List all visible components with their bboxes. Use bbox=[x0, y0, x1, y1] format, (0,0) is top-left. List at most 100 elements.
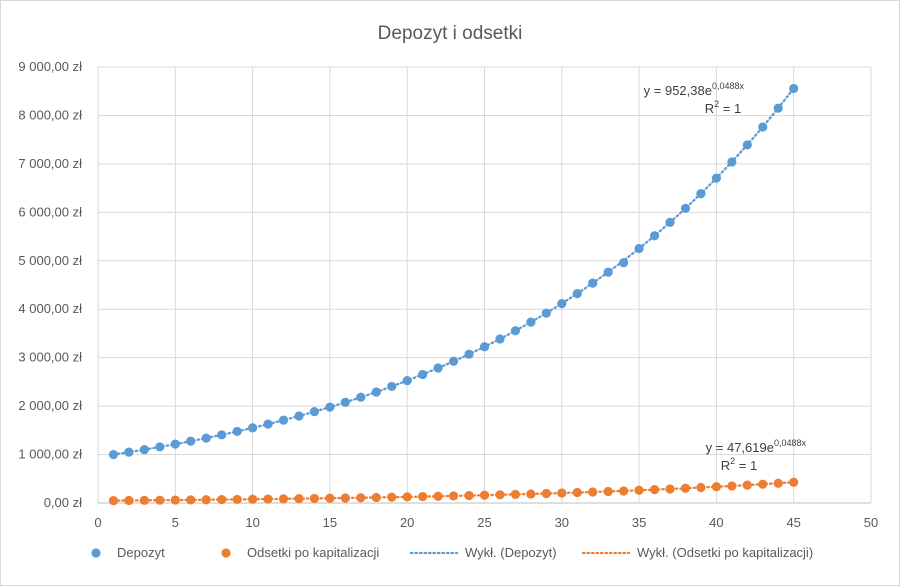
data-point-depozyt[interactable] bbox=[248, 423, 258, 433]
data-point-depozyt[interactable] bbox=[526, 317, 536, 327]
data-point-depozyt[interactable] bbox=[278, 415, 289, 425]
legend-label: Wykł. (Odsetki po kapitalizacji) bbox=[637, 545, 813, 560]
data-point-depozyt[interactable] bbox=[479, 342, 490, 352]
data-point-depozyt[interactable] bbox=[773, 103, 783, 113]
data-point-odsetki[interactable] bbox=[789, 477, 799, 487]
data-point-depozyt[interactable] bbox=[727, 157, 737, 167]
data-point-depozyt[interactable] bbox=[139, 444, 149, 455]
data-point-odsetki[interactable] bbox=[541, 488, 551, 499]
data-point-odsetki[interactable] bbox=[588, 487, 598, 497]
data-point-odsetki[interactable] bbox=[108, 495, 119, 506]
data-point-depozyt[interactable] bbox=[711, 173, 722, 183]
data-point-odsetki[interactable] bbox=[402, 492, 412, 502]
legend-item-depozyt[interactable]: Depozyt bbox=[91, 545, 165, 560]
data-point-odsetki[interactable] bbox=[727, 481, 737, 491]
data-point-depozyt[interactable] bbox=[402, 375, 412, 386]
data-point-odsetki[interactable] bbox=[309, 493, 320, 504]
data-point-depozyt[interactable] bbox=[572, 289, 582, 299]
data-point-depozyt[interactable] bbox=[588, 278, 598, 288]
y-axis-ticks: 0,00 zł 1 000,00 zł 2 000,00 zł 3 000,00 zł… bbox=[18, 59, 82, 510]
data-point-odsetki[interactable] bbox=[248, 494, 258, 504]
data-point-depozyt[interactable] bbox=[464, 349, 474, 359]
data-point-odsetki[interactable] bbox=[758, 479, 768, 489]
data-point-depozyt[interactable] bbox=[619, 258, 629, 268]
data-point-odsetki[interactable] bbox=[557, 488, 567, 498]
data-point-depozyt[interactable] bbox=[448, 356, 459, 366]
data-point-depozyt[interactable] bbox=[124, 447, 134, 457]
data-point-depozyt[interactable] bbox=[356, 392, 366, 402]
data-point-odsetki[interactable] bbox=[526, 489, 536, 499]
data-point-odsetki[interactable] bbox=[139, 495, 149, 505]
data-point-odsetki[interactable] bbox=[742, 480, 752, 490]
data-point-odsetki[interactable] bbox=[603, 486, 613, 497]
data-point-depozyt[interactable] bbox=[510, 326, 521, 336]
data-point-depozyt[interactable] bbox=[495, 334, 505, 344]
data-point-odsetki[interactable] bbox=[217, 494, 227, 505]
data-point-depozyt[interactable] bbox=[340, 397, 350, 407]
data-point-odsetki[interactable] bbox=[619, 486, 629, 496]
data-point-depozyt[interactable] bbox=[309, 407, 320, 417]
data-point-depozyt[interactable] bbox=[742, 140, 752, 150]
data-point-depozyt[interactable] bbox=[263, 419, 273, 429]
legend-item-trend-depozyt[interactable]: Wykł. (Depozyt) bbox=[409, 545, 557, 560]
data-point-depozyt[interactable] bbox=[696, 189, 706, 199]
y-tick-label: 9 000,00 zł bbox=[18, 59, 82, 74]
data-point-odsetki[interactable] bbox=[387, 492, 397, 502]
data-point-depozyt[interactable] bbox=[433, 363, 443, 373]
data-point-depozyt[interactable] bbox=[217, 430, 227, 440]
data-point-odsetki[interactable] bbox=[170, 495, 180, 505]
data-point-depozyt[interactable] bbox=[758, 122, 768, 132]
legend-item-odsetki[interactable]: Odsetki po kapitalizacji bbox=[221, 545, 379, 560]
data-point-depozyt[interactable] bbox=[371, 387, 381, 397]
data-point-odsetki[interactable] bbox=[263, 494, 273, 504]
data-point-depozyt[interactable] bbox=[789, 83, 799, 94]
data-point-depozyt[interactable] bbox=[387, 381, 397, 392]
data-point-odsetki[interactable] bbox=[201, 495, 211, 505]
data-point-depozyt[interactable] bbox=[186, 436, 196, 446]
data-point-odsetki[interactable] bbox=[464, 490, 474, 501]
data-point-odsetki[interactable] bbox=[155, 495, 165, 505]
data-point-depozyt[interactable] bbox=[634, 243, 644, 254]
data-point-odsetki[interactable] bbox=[232, 494, 242, 505]
legend-item-trend-odsetki[interactable]: Wykł. (Odsetki po kapitalizacji) bbox=[581, 545, 813, 560]
data-point-depozyt[interactable] bbox=[418, 369, 428, 380]
data-point-odsetki[interactable] bbox=[448, 491, 459, 501]
data-point-odsetki[interactable] bbox=[649, 485, 660, 495]
data-point-odsetki[interactable] bbox=[572, 487, 582, 498]
data-point-depozyt[interactable] bbox=[155, 442, 165, 452]
data-point-depozyt[interactable] bbox=[680, 203, 691, 214]
data-point-depozyt[interactable] bbox=[325, 402, 335, 412]
data-point-odsetki[interactable] bbox=[294, 494, 304, 504]
data-point-odsetki[interactable] bbox=[510, 489, 521, 499]
data-point-odsetki[interactable] bbox=[696, 482, 706, 493]
data-point-odsetki[interactable] bbox=[773, 478, 783, 488]
data-point-odsetki[interactable] bbox=[356, 493, 366, 503]
data-point-depozyt[interactable] bbox=[201, 433, 211, 443]
data-point-odsetki[interactable] bbox=[634, 485, 644, 495]
legend-marker bbox=[91, 548, 101, 558]
data-point-depozyt[interactable] bbox=[541, 308, 551, 318]
data-point-odsetki[interactable] bbox=[418, 491, 428, 502]
data-point-depozyt[interactable] bbox=[170, 439, 180, 449]
data-point-depozyt[interactable] bbox=[108, 449, 119, 460]
data-point-odsetki[interactable] bbox=[340, 493, 350, 503]
data-point-odsetki[interactable] bbox=[680, 483, 691, 493]
data-point-odsetki[interactable] bbox=[371, 492, 381, 503]
data-point-odsetki[interactable] bbox=[325, 493, 335, 503]
data-point-odsetki[interactable] bbox=[495, 490, 505, 500]
data-point-odsetki[interactable] bbox=[433, 491, 443, 501]
data-point-depozyt[interactable] bbox=[649, 231, 660, 241]
data-point-odsetki[interactable] bbox=[124, 495, 134, 506]
data-point-depozyt[interactable] bbox=[665, 217, 675, 228]
data-point-odsetki[interactable] bbox=[665, 484, 675, 494]
y-tick-label: 2 000,00 zł bbox=[18, 398, 82, 413]
data-point-odsetki[interactable] bbox=[186, 495, 196, 505]
data-point-odsetki[interactable] bbox=[479, 490, 490, 500]
data-point-depozyt[interactable] bbox=[232, 426, 242, 437]
data-point-depozyt[interactable] bbox=[557, 298, 567, 309]
chart-legend[interactable]: Depozyt Odsetki po kapitalizacji Wykł. (De… bbox=[91, 545, 813, 560]
data-point-depozyt[interactable] bbox=[603, 267, 613, 277]
data-point-odsetki[interactable] bbox=[711, 482, 722, 492]
data-point-depozyt[interactable] bbox=[294, 411, 304, 421]
data-point-odsetki[interactable] bbox=[278, 494, 289, 504]
